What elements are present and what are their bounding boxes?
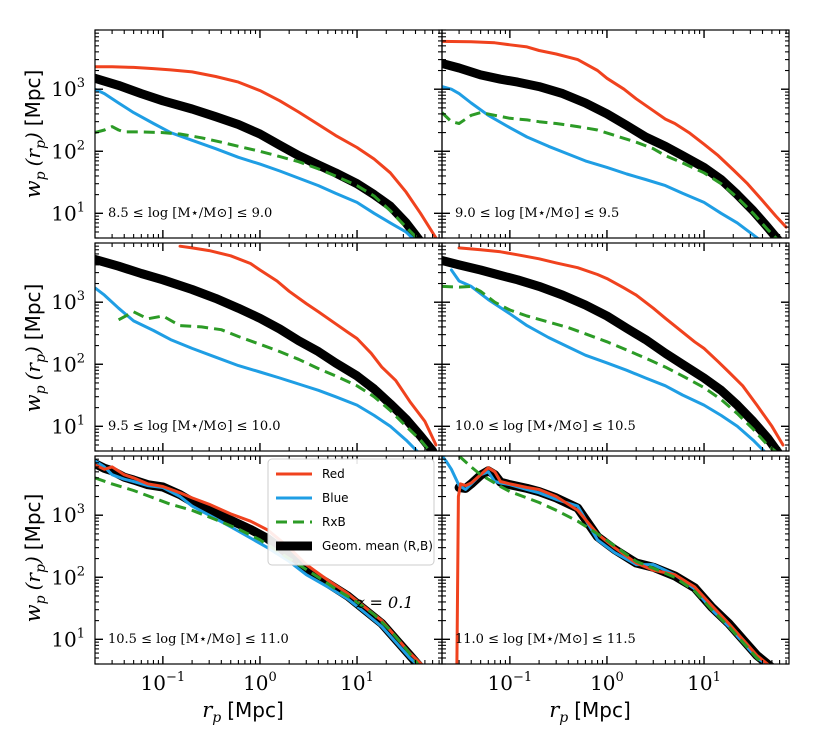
y-tick-label: 102 (51, 351, 85, 376)
y-axis-label: wp(rp)[Mpc] (21, 284, 49, 413)
panel-mass-range-label: 10.5 ≤ log [M⋆/M⊙] ≤ 11.0 (108, 632, 289, 647)
legend-label: Red (322, 467, 345, 481)
series-line-geom-mean-r-b (442, 59, 783, 238)
y-tick-label: 103 (51, 289, 85, 314)
panel-3-series (95, 244, 438, 451)
panel-4-series (442, 246, 785, 451)
panel-frame (441, 242, 790, 452)
panel-1-ticks (94, 29, 442, 239)
series-line-blue (442, 85, 760, 238)
series-line-geom-mean-r-b (95, 459, 424, 664)
series-line-red (455, 466, 770, 664)
series-line-red (178, 244, 438, 447)
panel-6: 10−1 100 101 11.0 ≤ log [M⋆/M⊙] ≤ 11.5 (441, 455, 790, 695)
panel-mass-range-label: 9.0 ≤ log [M⋆/M⊙] ≤ 9.5 (455, 206, 619, 221)
panel-1: 101 102 103 8.5 ≤ log [M⋆/M⊙] ≤ 9.0 (51, 29, 443, 239)
series-line-rxb (442, 284, 778, 451)
axis-labels: rp [Mpc] rp [Mpc] wp(rp)[Mpc] wp(rp)[Mpc] wp(r… (21, 70, 631, 726)
panel-2-ticks (441, 29, 789, 239)
redshift-label: z = 0.1 (355, 593, 413, 612)
x-axis-label: rp [Mpc] (549, 698, 631, 726)
panel-4: 10.0 ≤ log [M⋆/M⊙] ≤ 10.5 (441, 242, 790, 452)
panel-1-series (95, 65, 438, 238)
panel-mass-range-label: 11.0 ≤ log [M⋆/M⊙] ≤ 11.5 (455, 632, 636, 647)
panel-3: 101 102 103 9.5 ≤ log [M⋆/M⊙] ≤ 10.0 (51, 242, 443, 452)
series-line-red (95, 65, 438, 238)
panel-2: 9.0 ≤ log [M⋆/M⊙] ≤ 9.5 (441, 29, 790, 239)
series-line-geom-mean-r-b (95, 254, 438, 451)
y-tick-label: 101 (51, 626, 85, 651)
x-tick-label: 10−1 (488, 670, 533, 695)
x-tick-label: 10−1 (141, 670, 186, 695)
panel-6-series (442, 456, 775, 664)
y-tick-label: 101 (51, 413, 85, 438)
series-line-rxb (442, 111, 779, 238)
x-tick-label: 101 (687, 670, 721, 695)
y-tick-label: 103 (51, 502, 85, 527)
panel-5-ticks (94, 455, 442, 665)
legend: Red Blue RxB Geom. mean (R,B) (267, 458, 435, 566)
panel-6-ticks (441, 455, 789, 665)
series-line-red (457, 246, 785, 447)
series-line-blue (95, 286, 420, 451)
panels-group: 101 102 103 8.5 ≤ log [M⋆/M⊙] ≤ 9.0 9.0 ≤ lo… (51, 29, 790, 695)
series-line-geom-mean-r-b (442, 256, 783, 451)
legend-box (267, 458, 435, 566)
panel-frame (441, 455, 790, 665)
panel-2-series (442, 39, 788, 238)
panel-mass-range-label: 9.5 ≤ log [M⋆/M⊙] ≤ 10.0 (108, 419, 281, 434)
series-line-red (442, 39, 788, 229)
y-tick-label: 102 (51, 564, 85, 589)
y-tick-label: 101 (51, 200, 85, 225)
series-line-geom-mean-r-b (95, 73, 424, 238)
panel-mass-range-label: 10.0 ≤ log [M⋆/M⊙] ≤ 10.5 (455, 419, 636, 434)
x-axis-label: rp [Mpc] (202, 698, 284, 726)
x-tick-label: 100 (590, 670, 624, 695)
series-line-rxb (117, 310, 432, 451)
series-line-blue (449, 268, 767, 451)
legend-label: RxB (322, 515, 346, 529)
series-line-blue (95, 87, 415, 238)
panel-frame (441, 29, 790, 239)
y-tick-label: 102 (51, 138, 85, 163)
y-axis-label: wp(rp)[Mpc] (21, 494, 49, 623)
panel-4-ticks (441, 242, 789, 452)
legend-item: Blue (276, 491, 349, 505)
y-tick-label: 103 (51, 76, 85, 101)
x-tick-label: 100 (243, 670, 277, 695)
legend-item: RxB (276, 515, 346, 529)
y-axis-label: wp(rp)[Mpc] (21, 70, 49, 199)
series-line-rxb (458, 456, 766, 664)
legend-label: Geom. mean (R,B) (322, 539, 433, 553)
legend-item: Red (276, 467, 345, 481)
panel-mass-range-label: 8.5 ≤ log [M⋆/M⊙] ≤ 9.0 (108, 206, 272, 221)
x-tick-label: 101 (340, 670, 374, 695)
panel-3-ticks (94, 242, 442, 452)
legend-label: Blue (322, 491, 349, 505)
series-line-blue (95, 459, 419, 664)
legend-item: Geom. mean (R,B) (276, 539, 433, 553)
series-line-rxb (95, 125, 420, 238)
